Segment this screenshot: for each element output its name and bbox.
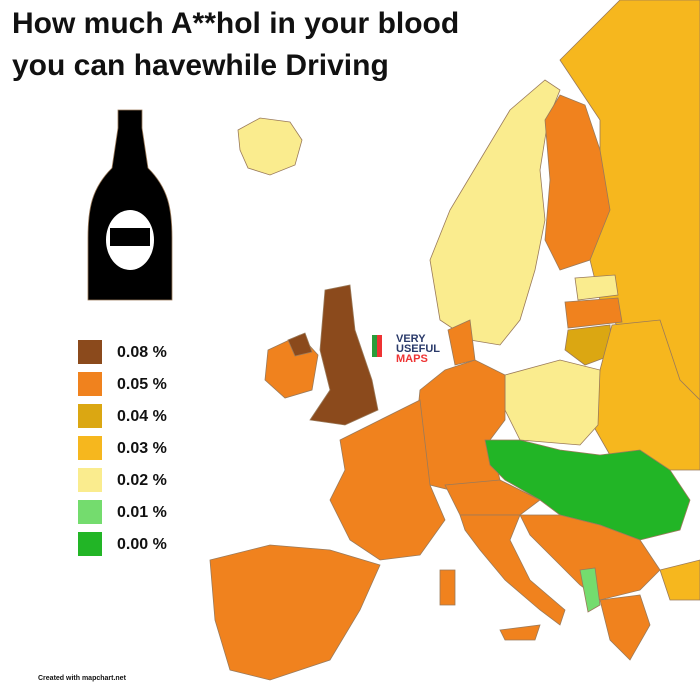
- legend-label: 0.04 %: [117, 408, 167, 425]
- country: [447, 319, 476, 366]
- credit: Created with mapchart.net: [38, 675, 127, 682]
- country: [439, 569, 456, 606]
- country: [574, 274, 619, 301]
- country: [519, 514, 661, 601]
- country: [329, 399, 446, 561]
- country: [287, 332, 313, 357]
- country: [504, 359, 601, 446]
- country: [579, 567, 601, 613]
- legend-swatch: [78, 436, 102, 460]
- legend-swatch: [78, 372, 102, 396]
- country: [459, 514, 566, 626]
- country: [659, 559, 700, 601]
- legend-label: 0.03 %: [117, 440, 167, 457]
- logo-text: VERY: [396, 333, 426, 345]
- logo-text: MAPS: [396, 353, 428, 365]
- legend-label: 0.00 %: [117, 536, 167, 553]
- country: [564, 297, 623, 329]
- country: [209, 544, 381, 681]
- legend-label: 0.01 %: [117, 504, 167, 521]
- country: [564, 324, 613, 366]
- title-line: How much A**hol in your blood: [12, 7, 459, 40]
- legend-swatch: [78, 500, 102, 524]
- legend-label: 0.05 %: [117, 376, 167, 393]
- logo-mark: [377, 335, 382, 357]
- country: [599, 594, 651, 661]
- legend-label: 0.08 %: [117, 344, 167, 361]
- logo-text: USEFUL: [396, 343, 440, 355]
- legend: 0.08 % 0.05 % 0.04 % 0.03 % 0.02 % 0.01 % 0.00…: [78, 340, 167, 556]
- country: [444, 479, 541, 516]
- country: [309, 284, 379, 426]
- country: [499, 624, 541, 641]
- legend-swatch: [78, 404, 102, 428]
- country: [544, 94, 611, 271]
- logo-mark: [372, 335, 377, 357]
- title-line: you can havewhile Driving: [12, 49, 389, 82]
- legend-label: 0.02 %: [117, 472, 167, 489]
- country: [237, 117, 303, 176]
- legend-swatch: [78, 468, 102, 492]
- bottle-band: [110, 228, 150, 246]
- legend-swatch: [78, 340, 102, 364]
- country: [484, 439, 691, 541]
- legend-swatch: [78, 532, 102, 556]
